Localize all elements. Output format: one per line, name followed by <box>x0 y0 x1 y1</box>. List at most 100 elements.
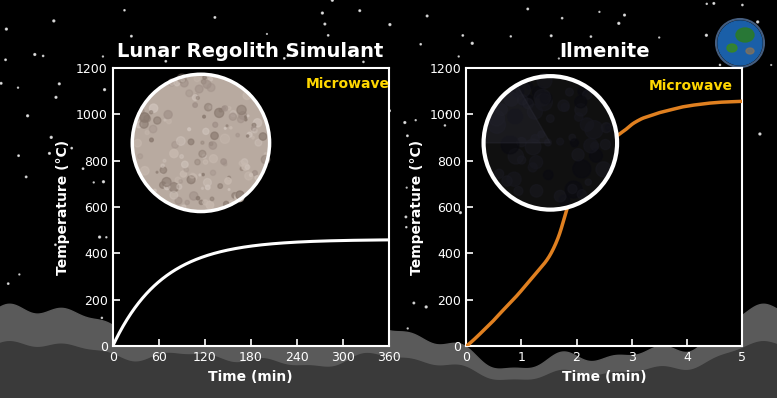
Point <box>632 152 644 159</box>
Point <box>514 103 526 110</box>
Point <box>401 133 413 139</box>
Point <box>168 254 180 261</box>
Point <box>326 0 339 4</box>
Point <box>159 58 172 64</box>
Point <box>134 274 147 281</box>
Point <box>711 152 723 158</box>
Point <box>399 119 411 126</box>
Point <box>672 285 685 291</box>
Point <box>13 271 26 278</box>
Point <box>552 55 565 62</box>
Point <box>552 116 565 123</box>
Point <box>29 51 41 58</box>
Point <box>765 62 777 68</box>
Point <box>334 83 347 90</box>
Point <box>639 87 652 93</box>
Point <box>700 322 713 328</box>
Point <box>290 191 302 198</box>
Point <box>613 263 625 269</box>
Point <box>246 279 258 285</box>
Point <box>412 238 424 244</box>
Point <box>325 316 337 322</box>
Point <box>647 224 660 230</box>
Point <box>518 299 531 305</box>
Point <box>754 131 766 137</box>
Point <box>93 234 106 240</box>
Point <box>209 14 221 21</box>
Point <box>551 295 563 301</box>
Point <box>26 317 38 323</box>
Point <box>364 286 377 292</box>
Point <box>364 304 376 310</box>
Point <box>108 262 120 269</box>
Point <box>357 59 370 65</box>
Point <box>612 20 625 27</box>
Point <box>275 282 287 289</box>
Point <box>118 7 131 14</box>
Point <box>96 53 109 60</box>
Point <box>717 78 730 84</box>
Ellipse shape <box>736 28 754 42</box>
Point <box>0 26 12 32</box>
Point <box>100 234 113 240</box>
Point <box>452 53 465 60</box>
Point <box>291 253 304 259</box>
Point <box>261 31 274 37</box>
Point <box>0 80 7 86</box>
Point <box>350 301 363 308</box>
Point <box>637 123 650 130</box>
Point <box>238 161 250 168</box>
Point <box>439 122 451 129</box>
Point <box>559 203 572 210</box>
Point <box>123 289 135 296</box>
Point <box>345 120 357 126</box>
Point <box>342 156 354 162</box>
Point <box>278 55 291 62</box>
Point <box>361 117 373 123</box>
Point <box>517 176 529 182</box>
Point <box>218 322 230 328</box>
Point <box>320 129 333 135</box>
Point <box>723 280 736 287</box>
Point <box>240 240 253 246</box>
Point <box>700 32 713 39</box>
X-axis label: Time (min): Time (min) <box>562 370 646 384</box>
Point <box>144 219 156 225</box>
Point <box>622 298 634 304</box>
Point <box>521 6 534 12</box>
Ellipse shape <box>746 48 754 54</box>
Point <box>591 237 604 243</box>
X-axis label: Time (min): Time (min) <box>208 370 293 384</box>
Point <box>600 314 612 320</box>
Point <box>382 285 395 291</box>
Point <box>280 93 293 100</box>
Point <box>613 163 625 170</box>
Point <box>354 200 366 207</box>
Point <box>667 248 679 255</box>
Point <box>645 139 657 145</box>
Point <box>650 332 663 338</box>
Point <box>736 2 748 8</box>
Point <box>653 34 665 41</box>
Point <box>316 10 329 16</box>
Point <box>271 176 284 182</box>
Circle shape <box>718 21 762 65</box>
Point <box>47 18 60 24</box>
Point <box>702 242 714 248</box>
Point <box>598 158 611 164</box>
Point <box>728 224 740 230</box>
Point <box>268 192 280 199</box>
Point <box>625 333 638 339</box>
Point <box>20 174 33 180</box>
Point <box>12 152 25 159</box>
Point <box>708 0 720 7</box>
Point <box>344 94 357 100</box>
Point <box>319 21 331 27</box>
Point <box>457 32 469 39</box>
Point <box>350 99 363 105</box>
Point <box>441 110 453 117</box>
Point <box>455 209 467 216</box>
Point <box>637 92 650 99</box>
Point <box>326 67 338 73</box>
Point <box>2 281 15 287</box>
